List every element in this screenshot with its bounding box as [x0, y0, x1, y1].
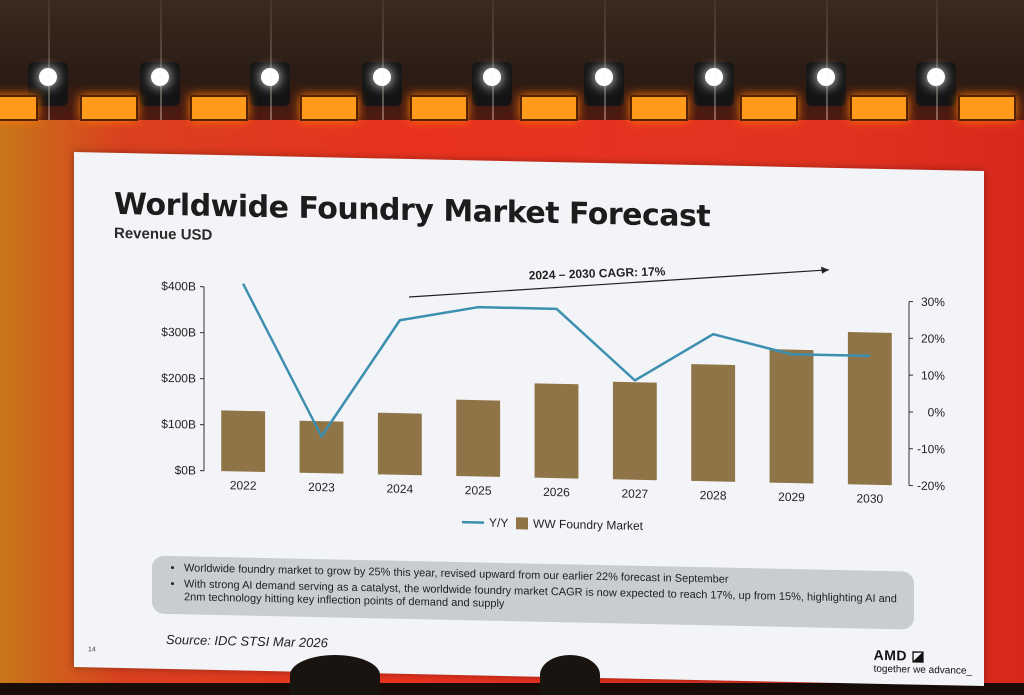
led-panel — [300, 95, 358, 121]
led-panel — [520, 95, 578, 121]
cagr-label: 2024 – 2030 CAGR: 17% — [528, 264, 666, 282]
bar-2026 — [535, 383, 579, 478]
light-beam — [492, 0, 494, 120]
left-tick-label: $200B — [161, 371, 196, 386]
left-tick-label: $300B — [161, 325, 196, 340]
x-tick-label: 2023 — [308, 480, 335, 495]
led-panel — [410, 95, 468, 121]
presentation-slide: Worldwide Foundry Market Forecast Revenu… — [74, 152, 984, 686]
left-tick-label: $0B — [175, 463, 196, 477]
legend-bar-swatch — [516, 517, 528, 529]
right-tick-label: 20% — [921, 332, 945, 347]
light-beam — [48, 0, 50, 120]
led-panel — [850, 95, 908, 121]
x-tick-label: 2030 — [856, 491, 883, 506]
light-beam — [936, 0, 938, 120]
page-number: 14 — [88, 646, 96, 653]
light-beam — [826, 0, 828, 120]
light-beam — [270, 0, 272, 120]
bar-2027 — [613, 382, 657, 480]
light-beam — [160, 0, 162, 120]
logo-mark: AMD — [874, 647, 907, 664]
bar-2022 — [221, 410, 265, 472]
bar-2029 — [770, 349, 814, 483]
right-tick-label: -20% — [917, 479, 945, 494]
x-tick-label: 2029 — [778, 490, 805, 505]
right-tick-label: 10% — [921, 368, 945, 383]
x-tick-label: 2028 — [700, 488, 727, 503]
right-tick-label: 30% — [921, 295, 945, 310]
led-panel — [0, 95, 38, 121]
legend-label-yy: Y/Y — [489, 516, 508, 530]
bar-2028 — [691, 364, 735, 482]
led-panel — [740, 95, 798, 121]
audience-head — [290, 655, 380, 695]
source-note: Source: IDC STSI Mar 2026 — [166, 632, 328, 650]
led-panel — [190, 95, 248, 121]
x-tick-label: 2026 — [543, 485, 570, 500]
amd-arrow-icon: ◪ — [907, 647, 925, 663]
bar-2025 — [456, 400, 500, 477]
led-panel — [958, 95, 1016, 121]
bar-2023 — [300, 421, 344, 474]
led-panel — [80, 95, 138, 121]
light-beam — [714, 0, 716, 120]
logo-tagline: together we advance_ — [874, 664, 972, 677]
bar-2024 — [378, 413, 422, 476]
audience-head — [540, 655, 600, 695]
slide-subtitle: Revenue USD — [114, 225, 212, 244]
right-tick-label: -10% — [917, 442, 945, 457]
led-panel — [630, 95, 688, 121]
light-beam — [382, 0, 384, 120]
x-tick-label: 2024 — [386, 482, 413, 497]
amd-logo: AMD ◪ together we advance_ — [874, 647, 972, 677]
x-tick-label: 2022 — [230, 478, 257, 493]
light-beam — [604, 0, 606, 120]
x-tick-label: 2027 — [621, 486, 648, 501]
foundry-chart: $0B $100B $200B $300B $400B -20% -10% 0% 10% 20% 3… — [104, 243, 964, 571]
cagr-annotation: 2024 – 2030 CAGR: 17% — [409, 258, 829, 306]
x-tick-label: 2025 — [465, 483, 492, 498]
right-tick-label: 0% — [928, 405, 946, 419]
left-tick-label: $400B — [161, 279, 196, 294]
legend-label-market: WW Foundry Market — [533, 517, 644, 533]
left-tick-label: $100B — [161, 417, 196, 432]
